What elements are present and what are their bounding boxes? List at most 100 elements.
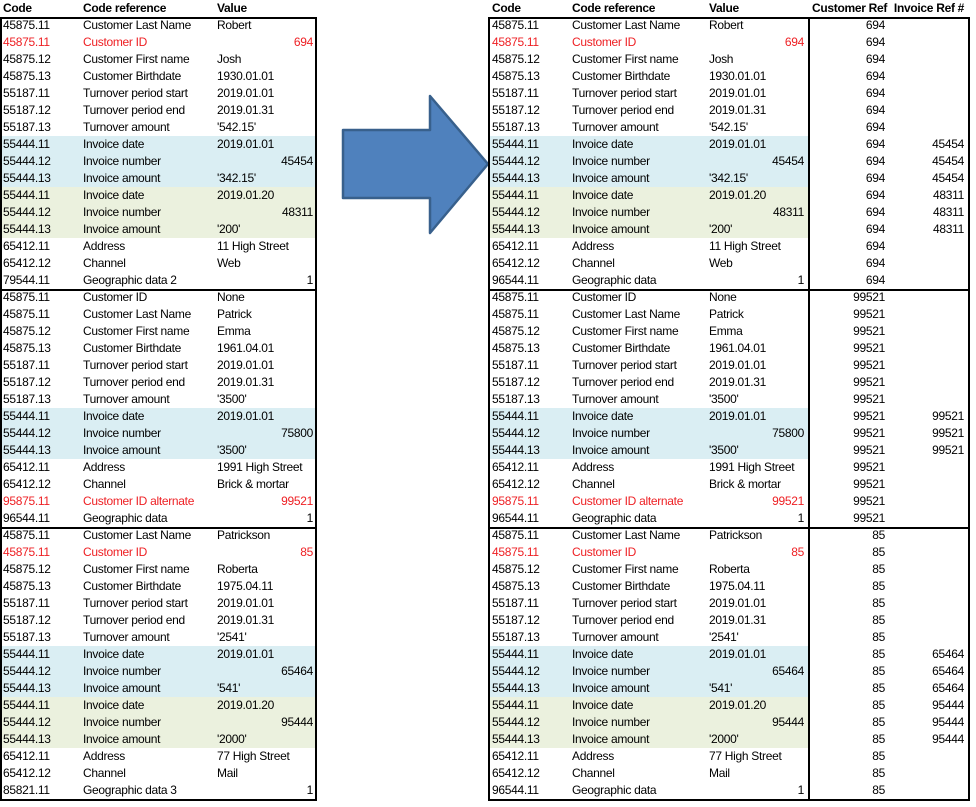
cell-code-reference[interactable]: Invoice date <box>572 188 634 202</box>
cell-code-reference[interactable]: Customer Birthdate <box>572 341 670 355</box>
cell-value[interactable]: Roberta <box>217 562 258 576</box>
table-row[interactable]: 45875.13 Customer Birthdate 1961.04.01 9952… <box>488 340 970 357</box>
cell-code-reference[interactable]: Turnover amount <box>83 120 170 134</box>
cell-customer-ref[interactable]: 99521 <box>853 307 885 321</box>
cell-invoice-ref[interactable] <box>888 323 970 340</box>
table-row[interactable]: 55444.13 Invoice amount '342.15' <box>0 170 317 187</box>
cell-code[interactable]: 55187.13 <box>492 392 540 406</box>
cell-code[interactable]: 45875.12 <box>3 562 51 576</box>
cell-code[interactable]: 96544.11 <box>492 511 539 525</box>
table-row[interactable]: 65412.12 Channel Web <box>0 255 317 272</box>
right-block-arrow-icon[interactable] <box>335 88 495 240</box>
table-row[interactable]: 96544.11 Geographic data 1 85 <box>488 782 970 799</box>
cell-code[interactable]: 55444.12 <box>3 715 51 729</box>
cell-code-reference[interactable]: Customer Birthdate <box>83 341 181 355</box>
cell-value[interactable]: 85 <box>300 545 313 559</box>
cell-code[interactable]: 45875.13 <box>3 69 51 83</box>
cell-code[interactable]: 45875.11 <box>492 290 539 304</box>
cell-code-reference[interactable]: Channel <box>572 477 615 491</box>
cell-code[interactable]: 65412.12 <box>3 256 51 270</box>
cell-code-reference[interactable]: Channel <box>572 766 615 780</box>
cell-code[interactable]: 65412.11 <box>492 239 539 253</box>
cell-code-reference[interactable]: Invoice amount <box>572 732 650 746</box>
cell-code[interactable]: 55444.13 <box>492 732 540 746</box>
cell-invoice-ref[interactable]: 45454 <box>932 154 964 168</box>
cell-code-reference[interactable]: Invoice amount <box>572 222 650 236</box>
table-row[interactable]: 95875.11 Customer ID alternate 99521 99521 <box>488 493 970 510</box>
table-row[interactable]: 55187.11 Turnover period start 2019.01.01 <box>0 357 317 374</box>
table-row[interactable]: 55444.13 Invoice amount '2000' <box>0 731 317 748</box>
cell-code-reference[interactable]: Invoice number <box>572 664 650 678</box>
table-row[interactable]: 55444.12 Invoice number 75800 99521 99521 <box>488 425 970 442</box>
cell-code[interactable]: 55444.13 <box>3 732 51 746</box>
cell-code-reference[interactable]: Geographic data <box>572 273 657 287</box>
cell-customer-ref[interactable]: 99521 <box>853 324 885 338</box>
cell-customer-ref[interactable]: 85 <box>872 749 885 763</box>
cell-code-reference[interactable]: Customer First name <box>572 324 679 338</box>
cell-value[interactable]: 2019.01.20 <box>709 698 767 712</box>
cell-code-reference[interactable]: Invoice amount <box>572 443 650 457</box>
cell-value[interactable]: 45454 <box>281 154 313 168</box>
cell-code-reference[interactable]: Turnover amount <box>572 630 659 644</box>
table-row[interactable]: 45875.12 Customer First name Roberta <box>0 561 317 578</box>
cell-customer-ref[interactable]: 85 <box>872 562 885 576</box>
cell-invoice-ref[interactable]: 65464 <box>932 647 964 661</box>
cell-invoice-ref[interactable] <box>888 493 970 510</box>
cell-invoice-ref[interactable] <box>888 748 970 765</box>
cell-code-reference[interactable]: Geographic data 2 <box>83 273 177 287</box>
cell-code-reference[interactable]: Turnover period start <box>83 358 188 372</box>
table-row[interactable]: 55444.13 Invoice amount '342.15' 694 45454 <box>488 170 970 187</box>
cell-value[interactable]: 1 <box>306 273 314 287</box>
cell-customer-ref[interactable]: 99521 <box>853 341 885 355</box>
cell-invoice-ref[interactable] <box>888 119 970 136</box>
cell-code[interactable]: 65412.12 <box>3 477 51 491</box>
cell-value[interactable]: '3500' <box>217 443 247 457</box>
cell-invoice-ref[interactable]: 65464 <box>932 681 964 695</box>
cell-code[interactable]: 45875.13 <box>492 579 540 593</box>
table-row[interactable]: 55187.13 Turnover amount '3500' 99521 <box>488 391 970 408</box>
cell-value[interactable]: 1961.04.01 <box>709 341 767 355</box>
cell-value[interactable]: Patrick <box>217 307 252 321</box>
cell-code-reference[interactable]: Customer ID <box>83 290 148 304</box>
cell-code[interactable]: 55187.11 <box>3 596 50 610</box>
cell-value[interactable]: 77 High Street <box>709 749 782 763</box>
cell-value[interactable]: Emma <box>217 324 251 338</box>
cell-value[interactable]: 1 <box>797 511 805 525</box>
cell-code-reference[interactable]: Customer ID <box>572 545 637 559</box>
cell-code[interactable]: 55187.12 <box>492 613 540 627</box>
cell-value[interactable]: '200' <box>709 222 733 236</box>
table-row[interactable]: 65412.12 Channel Mail 85 <box>488 765 970 782</box>
table-row[interactable]: 55444.12 Invoice number 65464 85 65464 <box>488 663 970 680</box>
table-row[interactable]: 55444.11 Invoice date 2019.01.01 <box>0 136 317 153</box>
cell-invoice-ref[interactable]: 45454 <box>932 171 964 185</box>
cell-value[interactable]: '3500' <box>709 443 739 457</box>
cell-invoice-ref[interactable] <box>888 306 970 323</box>
cell-code[interactable]: 55444.11 <box>3 647 50 661</box>
cell-code-reference[interactable]: Customer ID <box>572 35 637 49</box>
cell-value[interactable]: 1 <box>797 273 805 287</box>
cell-invoice-ref[interactable]: 48311 <box>933 188 964 202</box>
cell-code[interactable]: 45875.11 <box>492 35 539 49</box>
cell-invoice-ref[interactable]: 99521 <box>932 409 964 423</box>
cell-value[interactable]: '342.15' <box>709 171 748 185</box>
cell-customer-ref[interactable]: 99521 <box>853 290 885 304</box>
cell-value[interactable]: 2019.01.31 <box>709 375 767 389</box>
cell-value[interactable]: 85 <box>791 545 804 559</box>
cell-code[interactable]: 45875.11 <box>3 35 50 49</box>
cell-code-reference[interactable]: Customer Birthdate <box>83 579 181 593</box>
cell-value[interactable]: 11 High Street <box>709 239 781 253</box>
table-row[interactable]: 55187.11 Turnover period start 2019.01.01 <box>0 85 317 102</box>
cell-code-reference[interactable]: Invoice amount <box>572 681 650 695</box>
cell-invoice-ref[interactable] <box>888 765 970 782</box>
table-row[interactable]: 55187.11 Turnover period start 2019.01.01 8… <box>488 595 970 612</box>
cell-value[interactable]: None <box>217 290 245 304</box>
cell-customer-ref[interactable]: 85 <box>872 528 885 542</box>
cell-code-reference[interactable]: Invoice number <box>83 426 161 440</box>
cell-code[interactable]: 55444.11 <box>492 647 539 661</box>
cell-invoice-ref[interactable] <box>888 476 970 493</box>
cell-customer-ref[interactable]: 99521 <box>853 460 885 474</box>
cell-code-reference[interactable]: Invoice date <box>83 137 145 151</box>
cell-code-reference[interactable]: Address <box>83 460 125 474</box>
table-row[interactable]: 55187.13 Turnover amount '2541' <box>0 629 317 646</box>
cell-code[interactable]: 45875.11 <box>492 528 539 542</box>
